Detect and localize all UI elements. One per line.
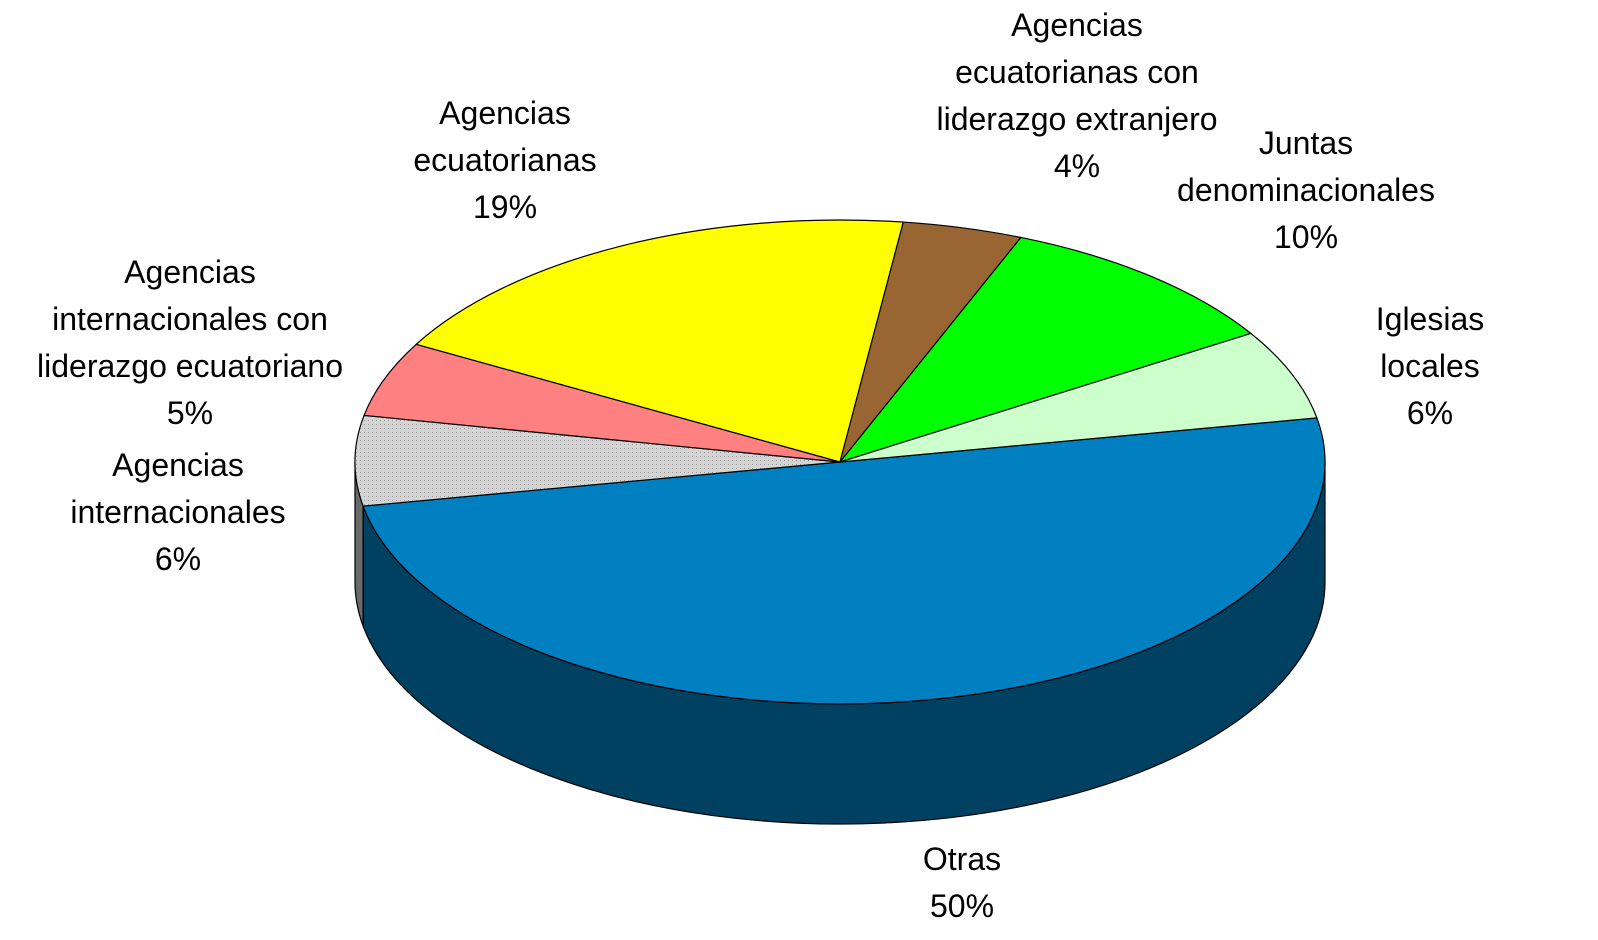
value-label: 10% [1273,219,1339,255]
category-label: Otras [922,841,1002,877]
value-label: 6% [154,541,202,577]
slice-label: Agencias internacionales 6% [70,442,285,583]
value-label: 19% [472,189,538,225]
slice [838,236,1253,464]
slice [839,332,1318,463]
slice [363,343,841,463]
value-label: 50% [929,888,995,924]
slice-label: Agencias ecuatorianas 19% [413,90,596,231]
slice [354,414,841,507]
category-label: Iglesias locales [1375,301,1485,384]
slice-label: Otras 50% [923,836,1001,930]
value-label: 6% [1406,395,1454,431]
slice [362,417,1326,705]
value-label: 4% [1053,148,1101,184]
category-label: Agencias ecuatorianas [413,95,597,178]
slice-label: Juntas denominacionales 10% [1177,120,1435,261]
slice-label: Agencias ecuatorianas con liderazgo extr… [936,2,1217,190]
slice [415,219,905,463]
category-label: Agencias internacionales [70,447,286,530]
category-label: Juntas denominacionales [1177,125,1435,208]
value-label: 5% [166,395,214,431]
slice-label: Agencias internacionales con liderazgo e… [37,249,343,437]
slice-label: Iglesias locales 6% [1346,296,1514,437]
category-label: Agencias internacionales con liderazgo e… [37,254,343,384]
category-label: Agencias ecuatorianas con liderazgo extr… [936,7,1218,137]
